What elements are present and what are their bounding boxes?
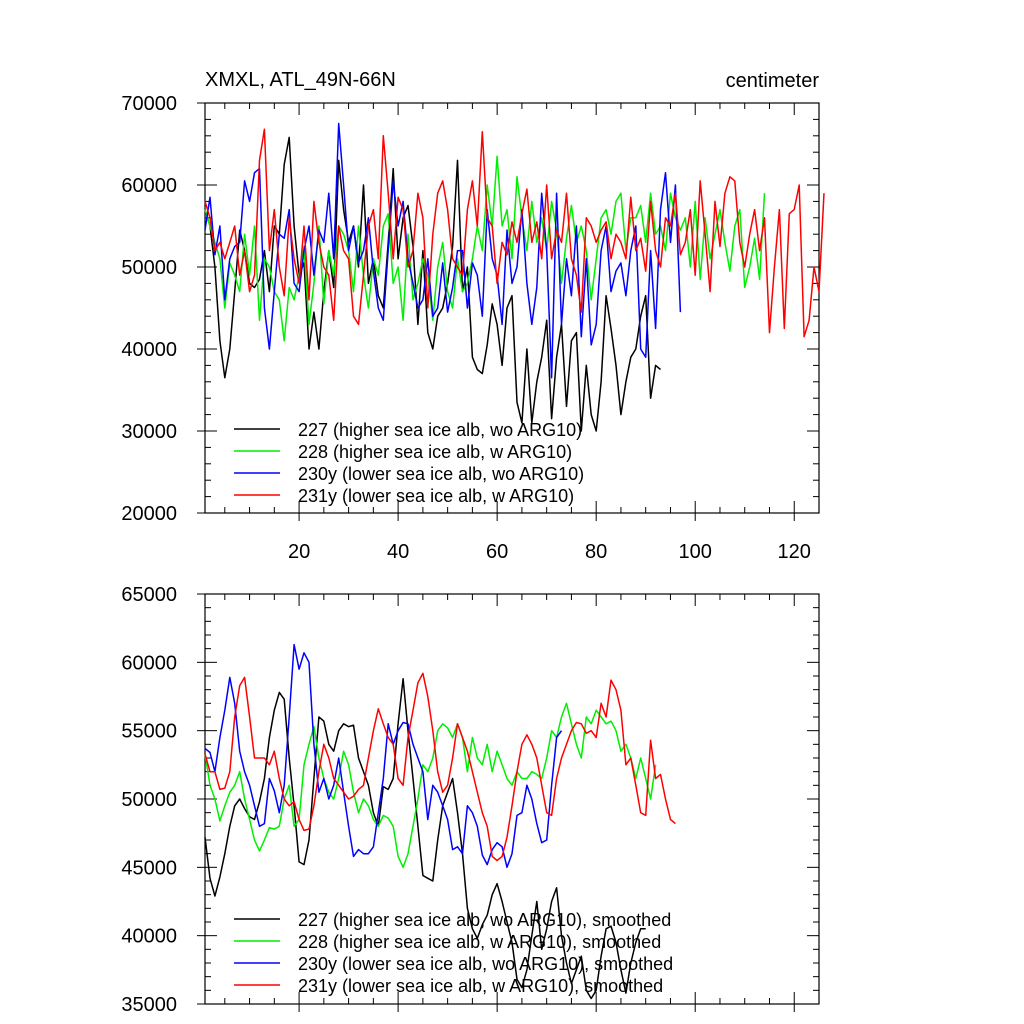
bottom-legend-label: 228 (higher sea ice alb, w ARG10), smoot…: [298, 932, 661, 952]
bottom-y-tick-label: 35000: [121, 994, 177, 1016]
top-units: centimeter: [726, 70, 820, 92]
top-y-tick-label: 50000: [121, 257, 177, 279]
top-y-tick-label: 60000: [121, 175, 177, 197]
bottom-series-line-0: [204, 677, 646, 1000]
top-x-tick-label: 100: [679, 541, 712, 563]
bottom-legend-label: 230y (lower sea ice alb, wo ARG10), smoo…: [298, 954, 673, 974]
top-x-tick-label: 60: [486, 541, 508, 563]
bottom-axes: 35000 40000 45000 50000 55000 60000 65000: [121, 584, 820, 1016]
top-axes: 20 40 60 80 100 120 20000 30000 40000 50000 60000 7…: [121, 93, 820, 563]
top-legend-label: 230y (lower sea ice alb, wo ARG10): [298, 464, 584, 484]
top-y-tick-label: 70000: [121, 93, 177, 115]
top-series-line-0: [204, 136, 661, 432]
top-plot-frame: [204, 102, 820, 514]
top-legend: 227 (higher sea ice alb, wo ARG10)228 (h…: [234, 420, 584, 506]
top-x-tick-label: 120: [778, 541, 811, 563]
top-series-line-2: [204, 122, 682, 379]
bottom-y-tick-label: 45000: [121, 857, 177, 879]
bottom-series-group: [204, 643, 676, 1000]
top-title: XMXL, ATL_49N-66N: [205, 69, 396, 91]
top-x-tick-label: 40: [387, 541, 409, 563]
top-x-tick-label: 20: [288, 541, 310, 563]
top-y-tick-label: 30000: [121, 421, 177, 443]
top-series-line-3: [204, 128, 825, 338]
bottom-y-tick-label: 65000: [121, 584, 177, 606]
bottom-y-tick-label: 55000: [121, 721, 177, 743]
bottom-legend-label: 227 (higher sea ice alb, wo ARG10), smoo…: [298, 910, 671, 930]
top-y-tick-label: 40000: [121, 339, 177, 361]
top-series-group: [204, 122, 825, 432]
bottom-legend: 227 (higher sea ice alb, wo ARG10), smoo…: [234, 910, 673, 996]
bottom-y-tick-label: 50000: [121, 789, 177, 811]
top-legend-label: 228 (higher sea ice alb, w ARG10): [298, 442, 572, 462]
top-panel: XMXL, ATL_49N-66N centimeter 20 40 60 80 100…: [121, 69, 825, 563]
bottom-legend-label: 231y (lower sea ice alb, w ARG10), smoot…: [298, 976, 663, 996]
top-legend-label: 227 (higher sea ice alb, wo ARG10): [298, 420, 582, 440]
bottom-panel: 35000 40000 45000 50000 55000 60000 65000 227 …: [121, 584, 820, 1016]
bottom-series-line-2: [204, 643, 563, 869]
bottom-series-line-1: [204, 702, 657, 869]
bottom-y-tick-label: 40000: [121, 926, 177, 948]
bottom-y-tick-label: 60000: [121, 652, 177, 674]
bottom-series-line-3: [204, 672, 676, 862]
top-x-tick-label: 80: [585, 541, 607, 563]
top-y-tick-label: 20000: [121, 503, 177, 525]
top-legend-label: 231y (lower sea ice alb, w ARG10): [298, 486, 574, 506]
